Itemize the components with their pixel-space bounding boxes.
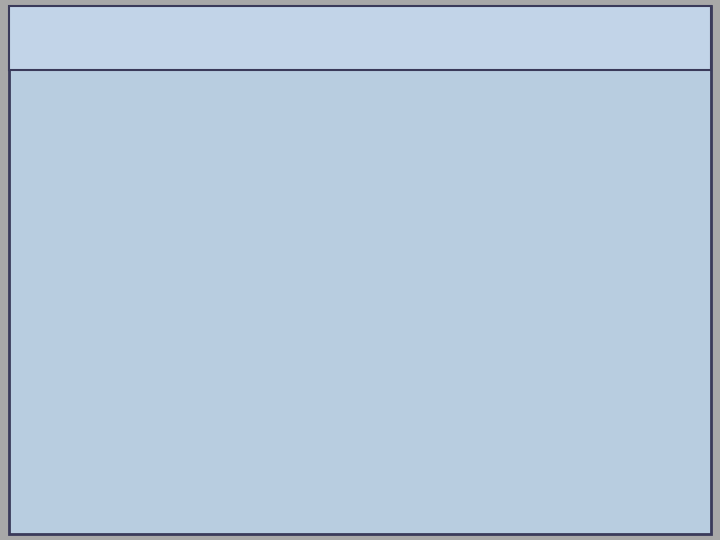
Text: 1980-1987:: 1980-1987: (50, 456, 221, 475)
Text: ★: ★ (22, 93, 39, 112)
Text: 394 results: 394 results (199, 456, 312, 475)
Text: ★: ★ (22, 417, 39, 436)
Text: 420 results: 420 results (183, 417, 297, 436)
Text: “TLC” 2000-2007:: “TLC” 2000-2007: (50, 417, 239, 436)
Text: TLC and Paper Chromatography Nowadays: TLC and Paper Chromatography Nowadays (27, 26, 693, 53)
Text: 720 results: 720 results (292, 370, 405, 388)
Text: In Biochemistry, TLC and paper chromatography had their: In Biochemistry, TLC and paper chromatog… (50, 93, 644, 112)
Text: 175 results: 175 results (315, 331, 429, 349)
Text: heyday in the 50s (Remember Sanger).: heyday in the 50s (Remember Sanger). (50, 132, 469, 151)
Text: “Paper Chromatography” 2000-2007:: “Paper Chromatography” 2000-2007: (50, 331, 433, 349)
Text: ★: ★ (22, 255, 39, 274)
Text: Nonetheless they are still routinely used as basic analytical: Nonetheless they are still routinely use… (50, 174, 652, 193)
Text: tools, particularly in organic chemistry (TLC): tools, particularly in organic chemistry… (50, 213, 535, 232)
Text: We don’t separate proteins this way – electrophoretic: We don’t separate proteins this way – el… (50, 255, 588, 274)
Text: 1960-1967:: 1960-1967: (50, 370, 296, 388)
Text: ★: ★ (22, 174, 39, 193)
Text: ★: ★ (22, 330, 39, 350)
Text: separations work much better: separations work much better (50, 294, 379, 313)
